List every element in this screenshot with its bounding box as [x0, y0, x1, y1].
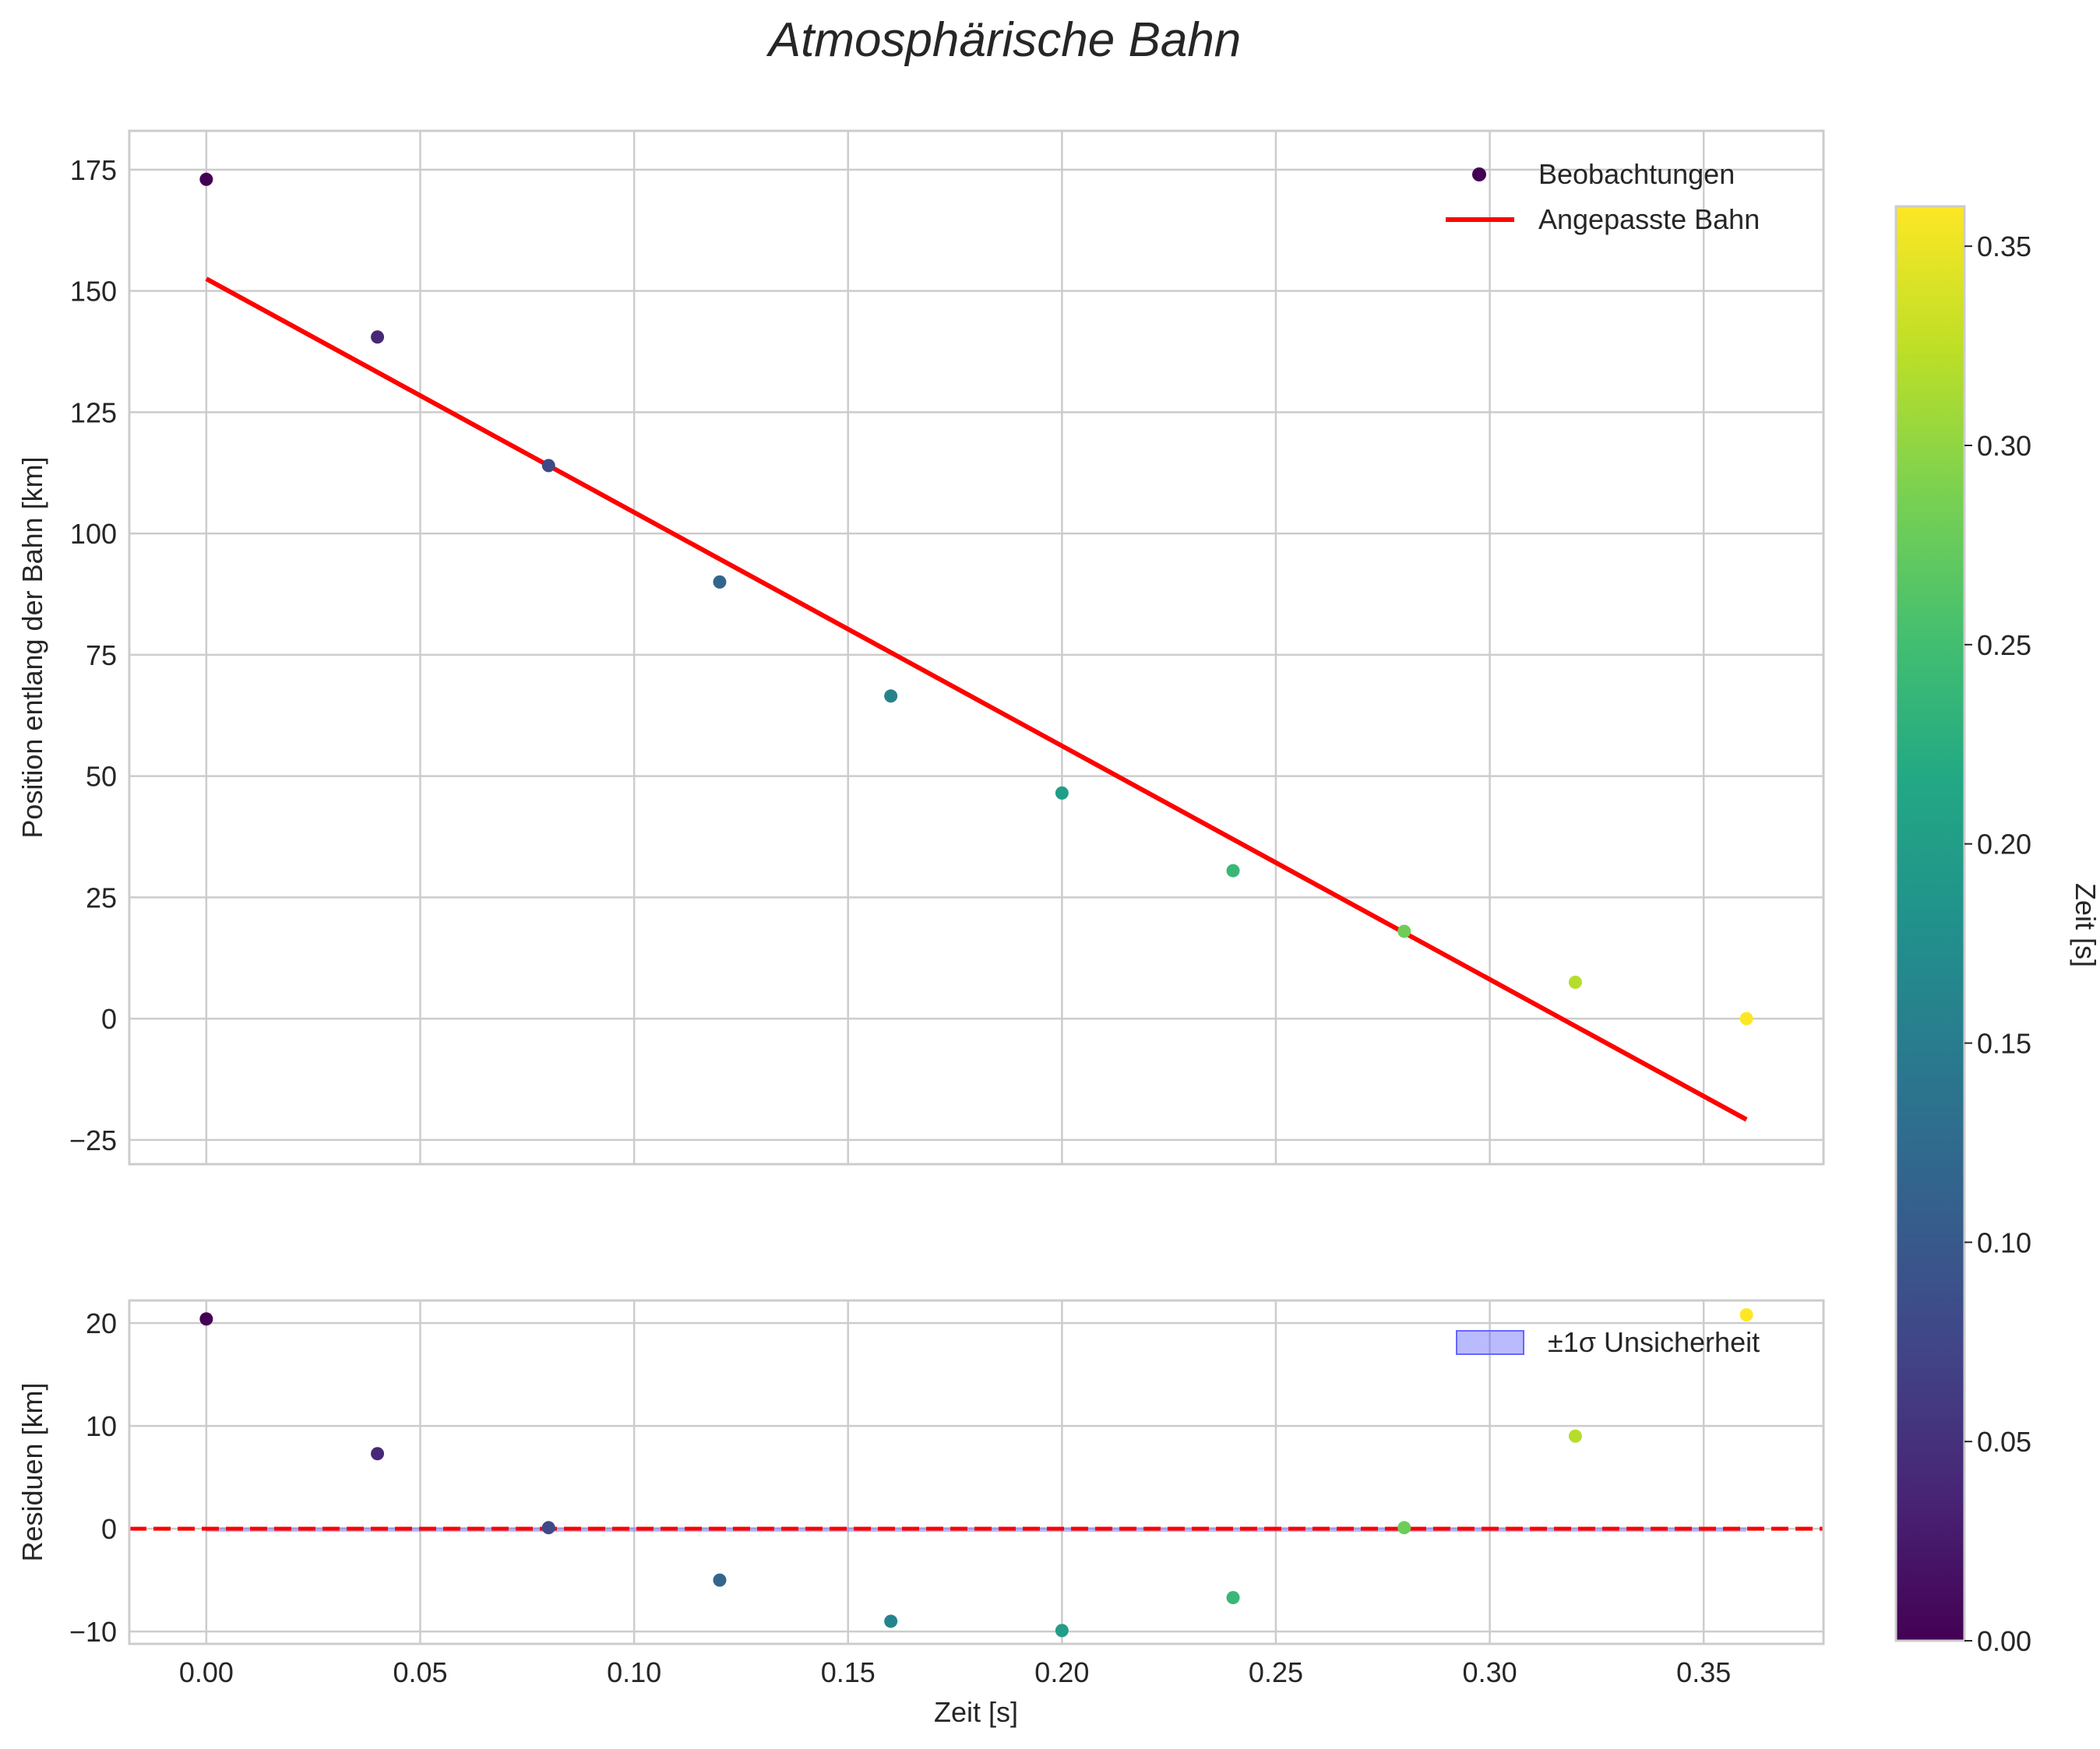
legend-label-observations: Beobachtungen [1538, 158, 1735, 190]
colorbar-tick-label: 0.35 [1977, 231, 2031, 262]
colorbar-tick-label: 0.25 [1977, 629, 2031, 661]
observation-point [1055, 786, 1069, 800]
residual-point [884, 1614, 898, 1628]
x-axis-label: Zeit [s] [934, 1696, 1018, 1728]
colorbar-tick-label: 0.10 [1977, 1226, 2031, 1258]
legend-label-uncertainty: ±1σ Unsicherheit [1548, 1326, 1760, 1358]
x-tick-label: 0.10 [607, 1656, 661, 1688]
observation-point [199, 172, 213, 186]
bottom-y-axis-label: Residuen [km] [16, 1382, 48, 1561]
colorbar-ticks: 0.00 0.05 0.10 0.15 0.20 0.25 0.30 0.35 [1964, 231, 2031, 1657]
x-tick-label: 0.25 [1249, 1656, 1303, 1688]
residual-point [541, 1521, 555, 1535]
bottom-axes-frame [128, 1299, 1825, 1645]
observation-point [1568, 975, 1582, 989]
top-panel: −25 0 25 50 75 100 125 150 175 Position entlang … [16, 129, 1825, 1166]
observation-point [1739, 1012, 1753, 1026]
x-tick-label: 0.30 [1463, 1656, 1517, 1688]
colorbar-label: Zeit [s] [2070, 883, 2100, 967]
x-tick-label: 0.05 [393, 1656, 447, 1688]
top-y-tick-label: 100 [70, 518, 117, 550]
observation-points [199, 172, 1753, 1026]
legend-marker-observations [1472, 167, 1486, 181]
colorbar-gradient [1894, 205, 1966, 1642]
legend-label-fit: Angepasste Bahn [1538, 203, 1760, 235]
residual-point [199, 1312, 213, 1326]
top-y-axis-label: Position entlang der Bahn [km] [16, 456, 48, 838]
bottom-panel: −10 0 10 20 0.00 0.05 0.10 0.15 0.20 0.25 0.30 0.3… [16, 1299, 1825, 1728]
x-tick-label: 0.35 [1676, 1656, 1731, 1688]
residual-points [199, 1307, 1753, 1638]
bottom-y-tick-label: 20 [86, 1307, 117, 1339]
top-y-tick-label: 0 [101, 1003, 117, 1035]
x-tick-label: 0.20 [1034, 1656, 1089, 1688]
x-tick-label: 0.00 [179, 1656, 234, 1688]
colorbar: 0.00 0.05 0.10 0.15 0.20 0.25 0.30 0.35 Zeit [s… [1894, 205, 2100, 1657]
chart-title: Atmosphärische Bahn [766, 13, 1242, 67]
top-y-tick-label: −25 [69, 1124, 117, 1156]
bottom-y-tick-label: 10 [86, 1410, 117, 1442]
x-ticks: 0.00 0.05 0.10 0.15 0.20 0.25 0.30 0.35 [179, 1656, 1731, 1688]
bottom-y-ticks: −10 0 10 20 [69, 1307, 117, 1648]
bottom-legend: ±1σ Unsicherheit [1456, 1326, 1760, 1358]
residual-point [1055, 1624, 1069, 1638]
fitted-trajectory-line [205, 276, 1748, 1122]
colorbar-tick-label: 0.30 [1977, 430, 2031, 462]
residual-point [1397, 1521, 1411, 1535]
bottom-y-tick-label: 0 [101, 1513, 117, 1545]
top-grid [129, 131, 1823, 1164]
colorbar-tick-label: 0.05 [1977, 1426, 2031, 1458]
bottom-y-tick-label: −10 [69, 1616, 117, 1648]
x-tick-label: 0.15 [821, 1656, 876, 1688]
top-legend: Beobachtungen Angepasste Bahn [1446, 158, 1760, 235]
top-y-ticks: −25 0 25 50 75 100 125 150 175 [69, 154, 117, 1156]
top-axes-frame [128, 129, 1825, 1166]
top-y-tick-label: 50 [86, 761, 117, 793]
residual-point [713, 1573, 727, 1587]
residual-point [1568, 1429, 1582, 1443]
observation-point [1226, 864, 1240, 878]
top-y-tick-label: 175 [70, 154, 117, 186]
observation-point [713, 575, 727, 589]
colorbar-tick-label: 0.15 [1977, 1028, 2031, 1060]
observation-point [1397, 924, 1411, 938]
observation-point [884, 689, 898, 703]
top-y-tick-label: 75 [86, 639, 117, 671]
top-y-tick-label: 125 [70, 396, 117, 428]
colorbar-tick-label: 0.00 [1977, 1625, 2031, 1657]
residual-point [1739, 1307, 1753, 1321]
legend-marker-uncertainty [1456, 1330, 1524, 1355]
top-y-tick-label: 25 [86, 882, 117, 913]
top-y-tick-label: 150 [70, 276, 117, 308]
observation-point [371, 330, 385, 344]
residual-point [371, 1447, 385, 1461]
observation-point [541, 459, 555, 473]
colorbar-tick-label: 0.20 [1977, 829, 2031, 860]
residual-point [1226, 1591, 1240, 1605]
